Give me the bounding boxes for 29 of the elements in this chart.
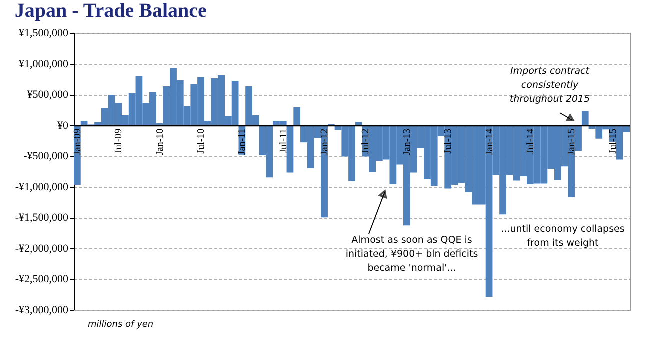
- y-tick-label: -¥3,000,000: [15, 304, 69, 316]
- x-tick-label: Jan-11: [237, 128, 248, 156]
- text: millions of yen: [88, 320, 154, 330]
- chart-title: Japan - Trade Balance: [14, 0, 208, 22]
- annotation: Imports contract consistently throughout 2015: [510, 66, 591, 105]
- y-tick-label: ¥1,500,000: [19, 28, 69, 40]
- x-tick-label: Jul-14: [525, 128, 536, 154]
- x-tick-label: Jul-12: [360, 128, 372, 154]
- x-tick-label: Jan-14: [484, 128, 496, 156]
- x-tick-label: Jul-15: [608, 128, 619, 154]
- y-tick-label: -¥1,000,000: [15, 181, 69, 194]
- x-tick-label: Jul-13: [443, 128, 454, 154]
- y-tick-label: -¥500,000: [24, 150, 69, 163]
- y-tick-label: -¥2,500,000: [15, 274, 69, 286]
- x-tick-label: Jul-09: [114, 128, 125, 154]
- y-tick-label: ¥1,000,000: [19, 58, 69, 70]
- y-tick-label: ¥0: [58, 120, 69, 132]
- x-tick-label: Jul-11: [278, 128, 290, 154]
- x-tick-label: Jul-10: [196, 128, 207, 154]
- x-tick-label: Jan-15: [566, 128, 578, 156]
- annotation: Almost as soon as QQE is initiated, ¥900+ bln deficits became 'normal'...: [346, 235, 478, 274]
- x-tick-label: Jan-09: [72, 128, 84, 156]
- x-tick-label: Jan-10: [154, 128, 166, 156]
- annotation: ...until economy collapses from its weight: [501, 224, 625, 249]
- x-tick-label: Jan-13: [402, 128, 413, 156]
- x-tick-label: Jan-12: [320, 128, 331, 156]
- y-tick-label: -¥1,500,000: [15, 212, 69, 224]
- y-tick-label: -¥2,000,000: [15, 242, 69, 255]
- y-tick-label: ¥500,000: [27, 89, 69, 102]
